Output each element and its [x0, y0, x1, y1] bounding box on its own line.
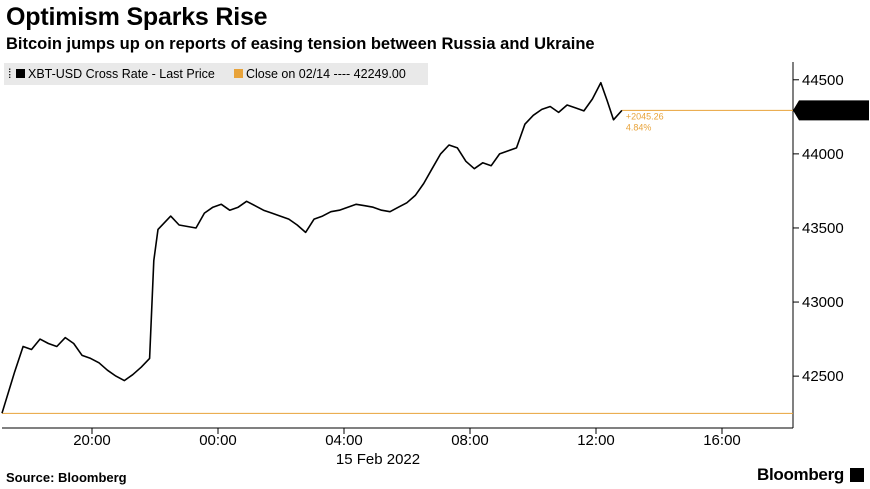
legend-label-price: XBT-USD Cross Rate - Last Price — [28, 67, 215, 81]
source-note: Source: Bloomberg — [6, 470, 127, 485]
y-tick-label: 42500 — [802, 368, 844, 385]
x-tick-label: 08:00 — [451, 432, 489, 449]
last-value-badge: 44293.68 — [793, 100, 869, 121]
reference-line — [2, 109, 793, 414]
legend-handle-icon: ⁞ — [8, 67, 11, 81]
last-value-label: 44293.68 — [801, 102, 864, 119]
x-tick-label: 16:00 — [703, 432, 741, 449]
y-tick-label: 44500 — [802, 72, 844, 89]
chart-title: Optimism Sparks Rise — [6, 3, 268, 31]
annotations: +2045.264.84% 44293.68 — [626, 100, 869, 132]
brand-logo: Bloomberg — [756, 465, 844, 484]
legend: ⁞ XBT-USD Cross Rate - Last Price Close … — [4, 63, 428, 85]
x-tick-label: 20:00 — [73, 432, 111, 449]
legend-swatch-close — [234, 69, 243, 78]
change-absolute-label: +2045.26 — [626, 111, 664, 121]
legend-swatch-price — [16, 69, 25, 78]
bloomberg-terminal-icon — [850, 468, 864, 482]
change-percent-label: 4.84% — [626, 122, 652, 132]
x-tick-label: 00:00 — [199, 432, 237, 449]
x-tick-label: 12:00 — [577, 432, 615, 449]
axes — [2, 62, 799, 434]
series — [1, 81, 623, 414]
last-value-badge-background — [793, 100, 869, 121]
price-series-line — [1, 81, 623, 414]
y-tick-label: 43500 — [802, 220, 844, 237]
x-date-label: 15 Feb 2022 — [336, 451, 420, 468]
y-tick-label: 44000 — [802, 146, 844, 163]
y-tick-label: 43000 — [802, 294, 844, 311]
legend-background — [4, 63, 428, 85]
legend-label-close: Close on 02/14 ---- 42249.00 — [246, 67, 406, 81]
tick-labels: 42500 43000 43500 44000 44500 20:00 00:00 04:00… — [73, 72, 843, 468]
x-tick-label: 04:00 — [325, 432, 363, 449]
chart-subtitle: Bitcoin jumps up on reports of easing te… — [6, 35, 595, 53]
